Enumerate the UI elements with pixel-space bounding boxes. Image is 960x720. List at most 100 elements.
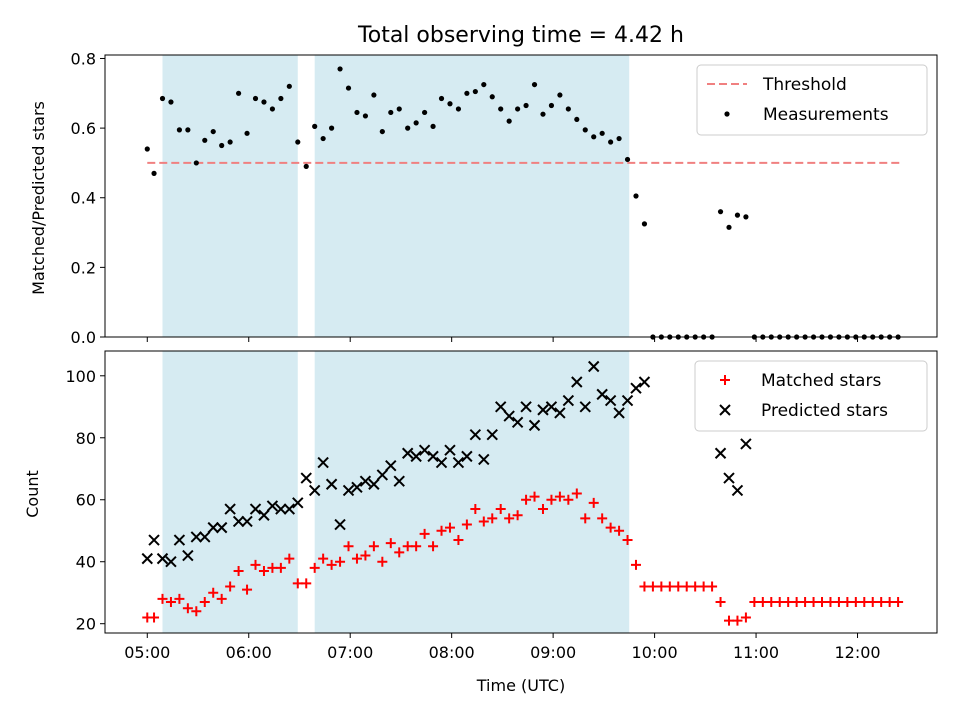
matched-stars-point bbox=[817, 597, 828, 608]
predicted-stars-point bbox=[731, 484, 744, 497]
y-tick-label: 0.4 bbox=[71, 189, 96, 208]
matched-stars-point bbox=[537, 504, 548, 515]
measurement-point bbox=[371, 92, 377, 98]
predicted-stars-point bbox=[385, 459, 397, 472]
predicted-stars-point bbox=[141, 552, 153, 565]
y-tick-label: 60 bbox=[76, 491, 96, 510]
matched-stars-point bbox=[292, 578, 303, 589]
matched-stars-point bbox=[783, 597, 794, 608]
matched-stars-point bbox=[850, 597, 861, 608]
measurement-point bbox=[464, 90, 470, 96]
predicted-stars-point bbox=[571, 376, 583, 388]
matched-stars-point bbox=[216, 593, 227, 604]
matched-stars-point bbox=[605, 522, 616, 533]
matched-stars-point bbox=[740, 612, 751, 623]
measurement-point bbox=[388, 109, 394, 116]
matched-stars-point bbox=[470, 504, 481, 515]
predicted-stars-point bbox=[435, 456, 448, 469]
measurement-point bbox=[396, 106, 402, 112]
predicted-stars-point bbox=[613, 407, 625, 419]
matched-stars-point bbox=[698, 581, 709, 592]
measurement-point bbox=[185, 127, 191, 133]
y-tick-label: 0.0 bbox=[71, 328, 96, 347]
measurement-point bbox=[320, 135, 326, 142]
predicted-stars-point bbox=[638, 376, 651, 388]
predicted-stars-point bbox=[182, 549, 194, 562]
measurement-point bbox=[641, 221, 648, 227]
matched-stars-point bbox=[504, 513, 515, 524]
measurement-point bbox=[295, 139, 301, 145]
measurement-point bbox=[430, 123, 436, 129]
predicted-stars-point bbox=[723, 472, 735, 484]
predicted-stars-point bbox=[596, 388, 608, 401]
x-tick-label: 12:00 bbox=[834, 643, 880, 662]
matched-stars-point bbox=[588, 497, 599, 508]
predicted-stars-point bbox=[511, 416, 524, 428]
matched-stars-point bbox=[157, 593, 168, 604]
x-tick-label: 07:00 bbox=[327, 643, 373, 662]
predicted-stars-point bbox=[292, 497, 304, 509]
y-tick-label: 80 bbox=[76, 429, 96, 448]
legend-predicted-swatch bbox=[719, 404, 731, 416]
legend-box bbox=[696, 64, 928, 136]
matched-stars-point bbox=[825, 597, 836, 608]
predicted-stars-point bbox=[503, 410, 515, 422]
measurement-point bbox=[168, 99, 174, 105]
y-tick-label: 0.2 bbox=[71, 258, 96, 277]
y-tick-label: 20 bbox=[76, 615, 96, 634]
x-axis-label: Time (UTC) bbox=[476, 676, 565, 695]
matched-stars-point bbox=[191, 606, 202, 617]
measurement-point bbox=[312, 123, 318, 129]
predicted-stars-point bbox=[604, 394, 617, 407]
matched-stars-point bbox=[208, 587, 219, 598]
predicted-stars-point bbox=[368, 478, 380, 490]
matched-stars-point bbox=[487, 513, 498, 524]
x-tick-label: 08:00 bbox=[429, 643, 475, 662]
measurement-point bbox=[379, 128, 385, 135]
measurement-point bbox=[717, 209, 724, 215]
matched-stars-point bbox=[808, 597, 819, 608]
matched-stars-point bbox=[639, 581, 650, 592]
matched-stars-point bbox=[876, 597, 887, 608]
observing-interval-band bbox=[314, 55, 630, 337]
predicted-stars-point bbox=[494, 401, 507, 413]
matched-stars-point bbox=[893, 597, 904, 608]
measurement-point bbox=[574, 116, 580, 123]
predicted-stars-point bbox=[461, 450, 473, 463]
matched-stars-point bbox=[199, 597, 210, 608]
predicted-stars-point bbox=[258, 509, 270, 521]
x-tick-label: 09:00 bbox=[530, 643, 576, 662]
matched-stars-point bbox=[301, 578, 312, 589]
measurement-point bbox=[210, 128, 216, 135]
predicted-stars-point bbox=[714, 447, 727, 459]
top-y-axis-label: Matched/Predicted stars bbox=[29, 101, 48, 295]
matched-stars-point bbox=[385, 538, 396, 549]
matched-stars-point bbox=[360, 550, 371, 561]
predicted-stars-point bbox=[579, 401, 591, 413]
matched-stars-point bbox=[580, 513, 591, 524]
observing-interval-band bbox=[162, 55, 298, 337]
matched-stars-point bbox=[495, 504, 506, 515]
matched-stars-point bbox=[563, 494, 574, 505]
matched-stars-point bbox=[512, 510, 523, 521]
matched-stars-point bbox=[318, 553, 329, 564]
predicted-stars-point bbox=[478, 453, 490, 466]
matched-stars-point bbox=[165, 597, 176, 608]
measurement-point bbox=[565, 106, 571, 112]
predicted-stars-point bbox=[334, 518, 346, 531]
measurement-point bbox=[176, 127, 183, 133]
predicted-stars-point bbox=[283, 503, 296, 515]
chart-title: Total observing time = 4.42 h bbox=[357, 23, 684, 48]
matched-stars-point bbox=[724, 615, 734, 626]
matched-stars-point bbox=[774, 597, 785, 608]
predicted-stars-point bbox=[249, 503, 262, 515]
legend-entry-label: Matched stars bbox=[761, 371, 881, 391]
matched-stars-point bbox=[690, 581, 701, 592]
measurement-point bbox=[286, 83, 292, 89]
measurement-point bbox=[616, 135, 622, 142]
matched-stars-point bbox=[732, 615, 743, 626]
bottom-panel: 20 40 60 80 100 05:00 06:00 07:00 08:00 09:00 10:0… bbox=[65, 350, 938, 662]
y-tick-label: 0.6 bbox=[71, 119, 96, 138]
x-tick-label: 06:00 bbox=[226, 643, 272, 662]
